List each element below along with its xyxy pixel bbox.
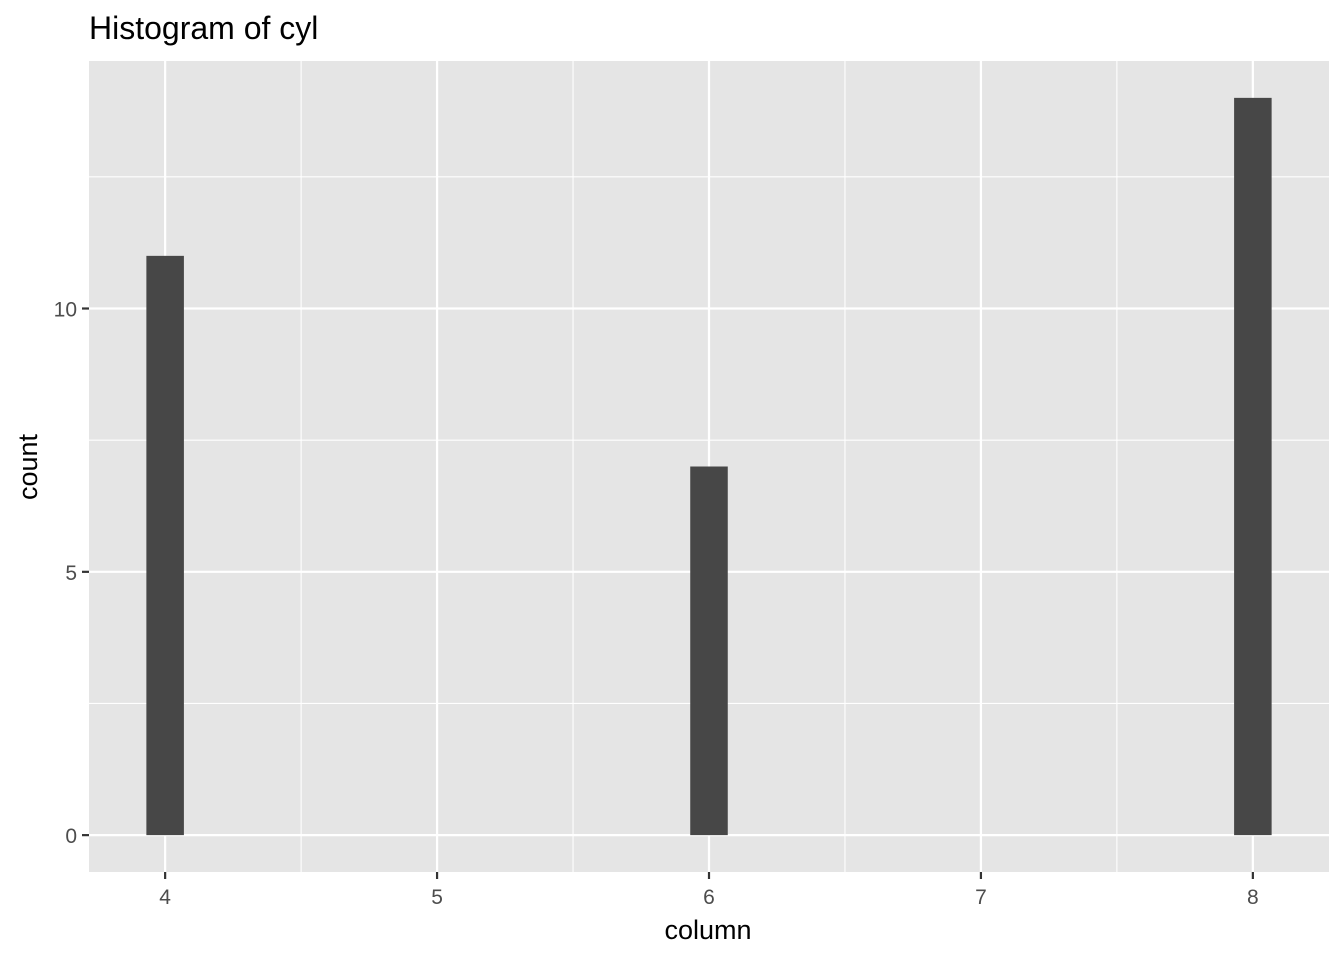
y-axis-title: count bbox=[13, 433, 43, 500]
x-axis-title: column bbox=[664, 915, 751, 945]
bar-x-6 bbox=[690, 466, 728, 836]
x-tick-label: 5 bbox=[431, 886, 443, 909]
bar-x-8 bbox=[1234, 97, 1272, 836]
bar-x-4 bbox=[146, 255, 184, 836]
y-tick-label: 0 bbox=[65, 825, 77, 848]
y-tick-label: 5 bbox=[65, 562, 77, 585]
x-tick-label: 6 bbox=[703, 886, 715, 909]
y-tick-label: 10 bbox=[54, 299, 77, 322]
y-axis: 0 5 10 bbox=[54, 299, 89, 848]
x-axis: 4 5 6 7 8 bbox=[159, 872, 1259, 909]
bars bbox=[146, 97, 1272, 836]
x-tick-label: 7 bbox=[975, 886, 987, 909]
chart-title: Histogram of cyl bbox=[89, 10, 318, 46]
x-tick-label: 4 bbox=[159, 886, 171, 909]
x-tick-label: 8 bbox=[1247, 886, 1259, 909]
